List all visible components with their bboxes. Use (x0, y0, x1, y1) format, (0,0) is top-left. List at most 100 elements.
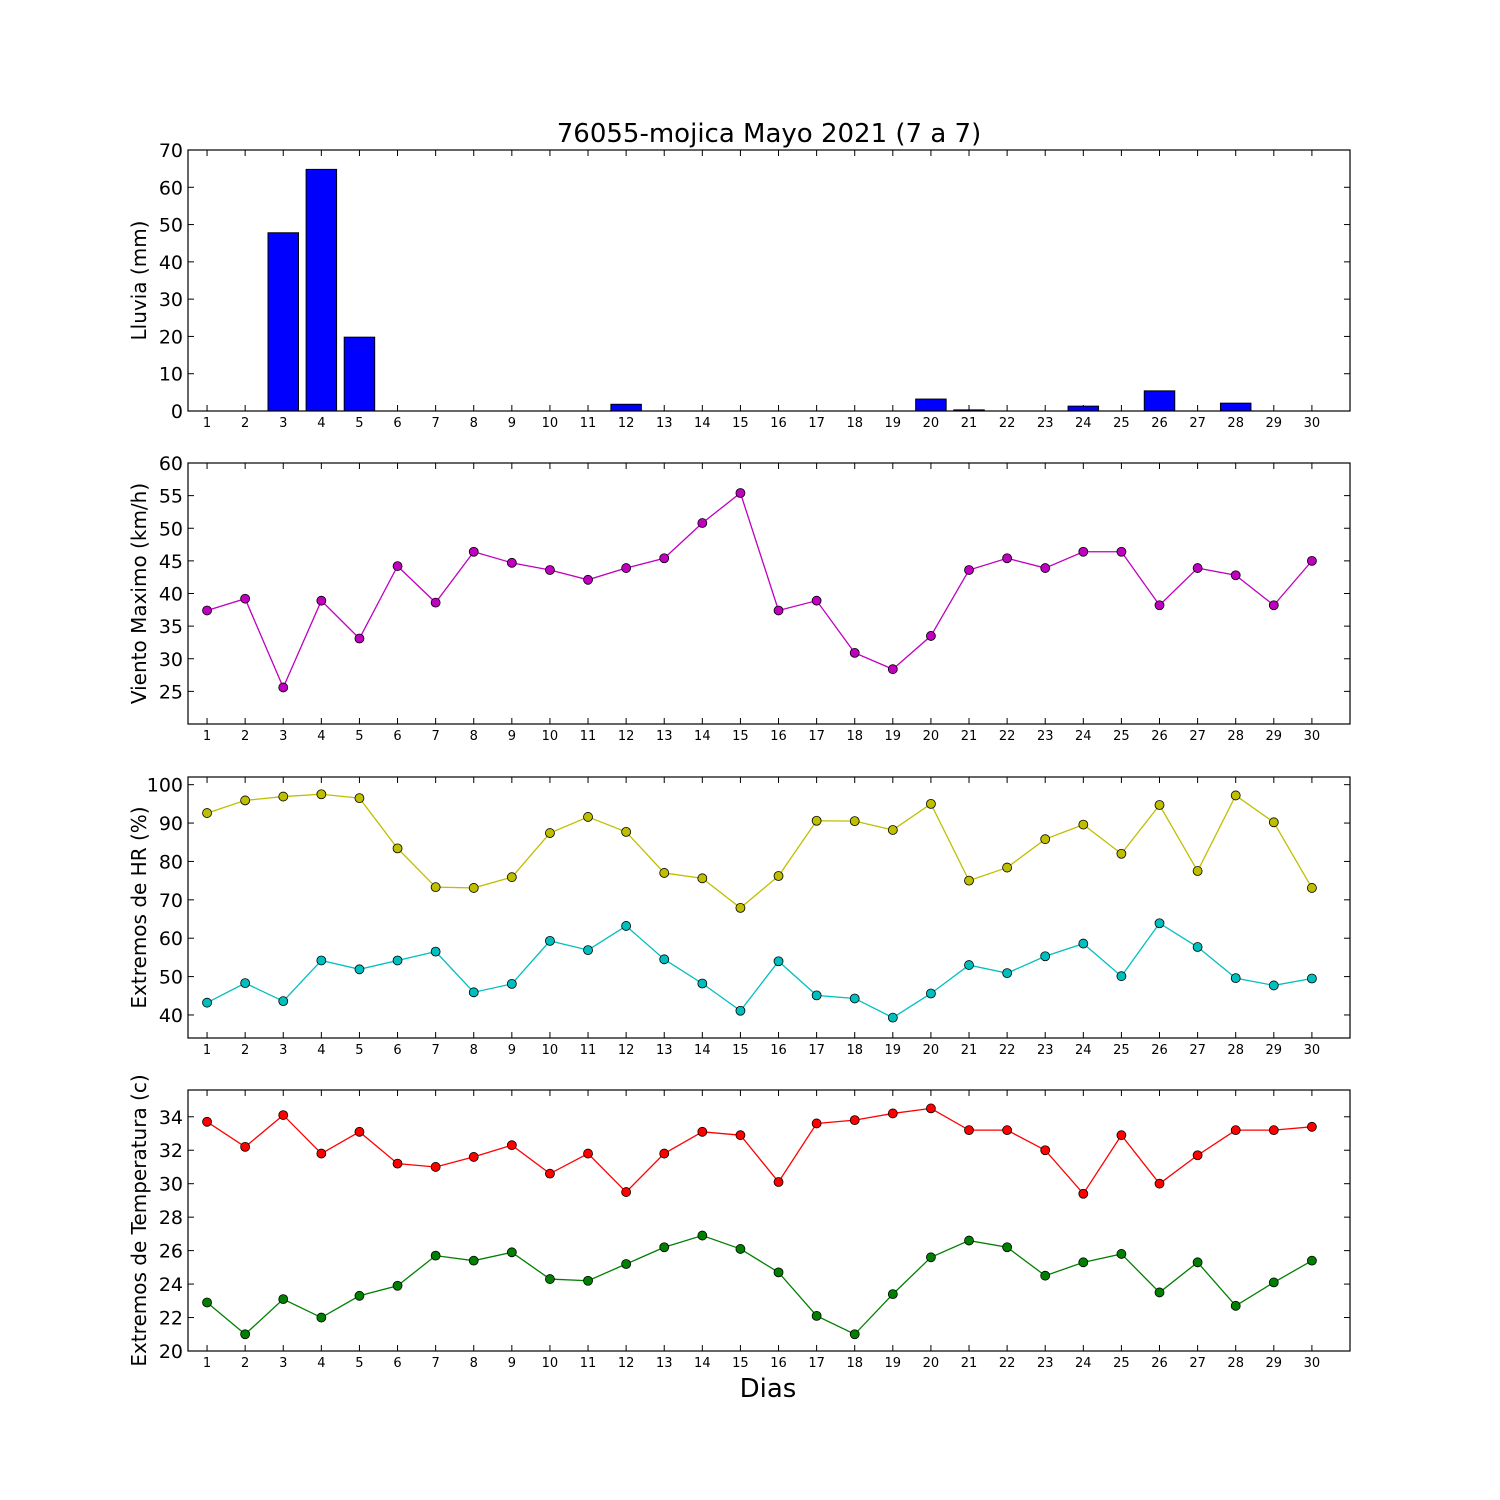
point-series-1-day-9 (506, 557, 517, 568)
point-series-1-day-15 (735, 1130, 746, 1141)
x-tick-label: 8 (470, 416, 478, 431)
x-tick-label: 13 (656, 729, 673, 744)
x-tick-label: 19 (885, 416, 902, 431)
y-tick-label: 20 (159, 326, 183, 348)
point-series-1-day-27 (1192, 1150, 1203, 1161)
y-tick-label: 40 (159, 1005, 183, 1027)
point-series-2-day-26 (1154, 918, 1165, 929)
point-series-2-day-16 (773, 956, 784, 967)
y-tick-label: 60 (159, 928, 183, 950)
point-series-1-day-27 (1192, 866, 1203, 876)
point-series-2-day-7 (430, 946, 441, 957)
x-tick-label: 10 (542, 1356, 559, 1371)
x-tick-label: 12 (618, 729, 635, 744)
x-tick-label: 23 (1037, 1043, 1054, 1058)
x-tick-label: 8 (470, 1043, 478, 1058)
x-tick-label: 12 (618, 416, 635, 431)
point-series-1-day-1 (202, 808, 212, 818)
point-series-1-day-14 (697, 873, 708, 884)
point-series-2-day-29 (1268, 1277, 1279, 1288)
y-tick-label: 25 (159, 681, 183, 703)
bar-day-12 (610, 403, 642, 412)
x-tick-label: 22 (999, 416, 1016, 431)
x-tick-label: 14 (694, 416, 711, 431)
x-tick-label: 19 (885, 729, 902, 744)
y-tick-label: 0 (171, 401, 183, 423)
x-tick-label: 29 (1266, 729, 1283, 744)
point-series-2-day-11 (583, 1275, 593, 1286)
x-tick-label: 11 (580, 1356, 597, 1371)
point-series-1-day-15 (735, 902, 746, 913)
y-tick-label: 40 (159, 252, 183, 274)
x-tick-label: 13 (656, 1356, 673, 1371)
point-series-2-day-15 (735, 1005, 746, 1016)
x-tick-label: 11 (580, 416, 597, 431)
point-series-1-day-16 (773, 605, 784, 616)
point-series-1-day-10 (545, 1168, 555, 1179)
point-series-1-day-9 (506, 1140, 517, 1151)
point-series-1-day-28 (1230, 1125, 1241, 1136)
bar-day-26 (1143, 390, 1176, 412)
x-tick-label: 16 (770, 1356, 787, 1371)
chart-title: 76055-mojica Mayo 2021 (7 a 7) (557, 119, 981, 149)
point-series-1-day-22 (1002, 862, 1013, 873)
point-series-2-day-23 (1040, 951, 1051, 962)
point-series-2-day-3 (278, 1294, 289, 1305)
x-tick-label: 1 (203, 1356, 211, 1371)
point-series-1-day-7 (430, 1162, 441, 1172)
x-tick-label: 27 (1189, 1356, 1206, 1371)
point-series-1-day-29 (1268, 1125, 1279, 1136)
point-series-1-day-2 (240, 593, 251, 604)
x-tick-label: 15 (732, 1356, 749, 1371)
point-series-2-day-14 (697, 978, 708, 989)
bar-day-24 (1067, 405, 1100, 412)
point-series-1-day-10 (545, 565, 555, 575)
point-series-2-day-27 (1192, 1257, 1203, 1268)
point-series-1-day-23 (1040, 1145, 1051, 1156)
point-series-2-day-20 (926, 988, 936, 999)
x-tick-label: 24 (1075, 1356, 1092, 1371)
y-tick-label: 24 (159, 1274, 183, 1296)
point-series-2-day-19 (887, 1012, 898, 1023)
x-tick-label: 30 (1304, 729, 1321, 744)
point-series-1-day-17 (811, 1118, 822, 1129)
x-tick-label: 24 (1075, 416, 1092, 431)
x-tick-label: 25 (1113, 1356, 1130, 1371)
point-series-1-day-25 (1116, 546, 1127, 557)
point-series-1-day-24 (1078, 819, 1089, 830)
x-tick-label: 5 (355, 416, 363, 431)
x-tick-label: 15 (732, 416, 749, 431)
point-series-2-day-1 (202, 1297, 212, 1308)
point-series-2-day-6 (392, 955, 403, 966)
x-tick-label: 28 (1227, 729, 1244, 744)
point-series-1-day-7 (430, 597, 441, 608)
y-tick-label: 100 (147, 775, 183, 797)
x-tick-label: 22 (999, 729, 1016, 744)
y-tick-label: 30 (159, 1174, 183, 1196)
point-series-1-day-26 (1154, 1178, 1165, 1189)
x-tick-label: 11 (580, 1043, 597, 1058)
point-series-1-day-17 (811, 815, 822, 826)
plot-frame (187, 462, 1351, 725)
x-tick-label: 20 (923, 729, 940, 744)
x-tick-label: 15 (732, 1043, 749, 1058)
point-series-1-day-8 (468, 546, 479, 557)
x-tick-label: 28 (1227, 1043, 1244, 1058)
y-tick-label: 20 (159, 1341, 183, 1363)
plot-frame (187, 149, 1351, 412)
x-tick-label: 10 (542, 1043, 559, 1058)
point-series-1-day-18 (849, 647, 860, 658)
point-series-1-day-16 (773, 871, 784, 881)
point-series-1-day-30 (1307, 883, 1317, 893)
x-tick-label: 11 (580, 729, 597, 744)
x-tick-label: 17 (808, 729, 825, 744)
x-tick-label: 6 (393, 1356, 401, 1371)
series-line-2 (206, 922, 1313, 1019)
point-series-1-day-23 (1040, 834, 1051, 845)
x-tick-label: 30 (1304, 416, 1321, 431)
x-tick-label: 26 (1151, 729, 1168, 744)
x-tick-label: 25 (1113, 1043, 1130, 1058)
point-series-2-day-27 (1192, 942, 1203, 952)
